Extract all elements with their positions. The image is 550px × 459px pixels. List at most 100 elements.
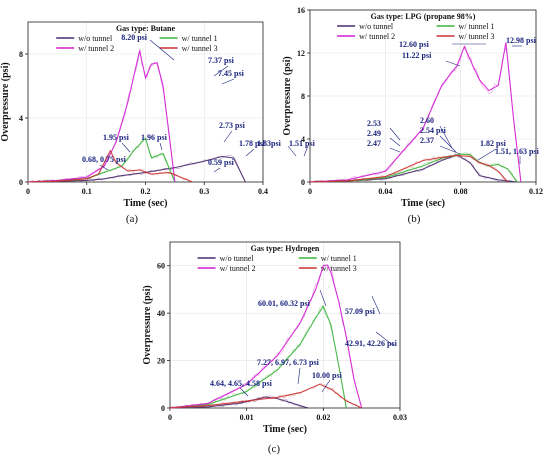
annotation-label: 2.37	[420, 136, 434, 145]
x-tick-label: 0	[26, 187, 30, 196]
annotation-arrow	[159, 142, 163, 151]
y-tick-label: 12	[297, 49, 305, 58]
x-tick-label: 0.4	[258, 187, 268, 196]
annotation-arrow	[439, 125, 453, 149]
x-tick-label: 0.2	[141, 187, 151, 196]
annotation-arrow	[371, 295, 381, 315]
legend-label: w/o tunnel	[78, 34, 113, 43]
series-noise-3	[27, 48, 176, 183]
annotation-arrow	[319, 289, 327, 307]
annotation-arrow	[389, 147, 401, 153]
legend-label: w/ tunnel 2	[220, 264, 256, 273]
x-tick-label: 0.3	[199, 187, 209, 196]
legend-label: w/ tunnel 2	[78, 44, 114, 53]
annotation-label: 57.09 psi	[345, 307, 376, 316]
legend-label: w/ tunnel 1	[182, 34, 218, 43]
annotation-label: 10.00 psi	[312, 371, 343, 380]
annotation-arrow	[477, 148, 497, 161]
y-tick-label: 40	[157, 309, 165, 318]
series-noise-3	[169, 264, 362, 409]
y-tick-label: 20	[157, 357, 165, 366]
annotation-label: 60.01, 60.32 psi	[258, 299, 311, 308]
panel-caption: (a)	[126, 213, 139, 225]
series-noise-4	[28, 150, 193, 183]
annotation-arrow	[213, 167, 221, 173]
annotation-label: 1.96 psi	[141, 133, 168, 142]
panel-caption: (c)	[268, 443, 281, 455]
legend-label: w/ tunnel 1	[459, 22, 495, 31]
y-tick-label: 0	[301, 178, 305, 187]
series-line-4	[169, 383, 362, 409]
legend-label: w/o tunnel	[359, 22, 394, 31]
annotation-label: 0.68, 0.75 psi	[82, 155, 127, 164]
chart-title: Gas type: Butane	[116, 24, 176, 33]
legend-label: w/ tunnel 3	[182, 44, 218, 53]
annotation-arrow	[303, 145, 309, 157]
x-tick-label: 0	[308, 187, 312, 196]
x-tick-label: 0.02	[316, 413, 330, 422]
annotation-label: 8.20 psi	[121, 33, 148, 42]
x-tick-label: 0.12	[529, 187, 543, 196]
annotation-label: 2.73 psi	[219, 121, 246, 130]
series-noise-3	[309, 46, 522, 183]
annotation-label: 42.91, 42.26 psi	[345, 339, 398, 348]
series-line-4	[309, 154, 509, 183]
x-axis-label: Time (sec)	[401, 198, 445, 209]
y-tick-label: 8	[301, 92, 305, 101]
annotation-label: 1.95 psi	[103, 133, 130, 142]
annotation-label: 12.98 psi	[506, 36, 537, 45]
annotation-label: 2.47	[367, 139, 381, 148]
annotation-label: 1.83psi	[257, 139, 282, 148]
y-tick-label: 4	[301, 135, 305, 144]
annotation-arrow	[445, 60, 461, 67]
annotation-arrow	[389, 127, 401, 141]
chart-title: Gas type: Hydrogen	[251, 244, 320, 253]
chart-panel-2: 0 0.04 0.08 0.12 0 4 8 12 16 Time (sec) Overpressu…	[282, 6, 543, 225]
annotation-label: 2.53	[367, 119, 381, 128]
annotation-label: 7.27, 6.97, 6.73 psi	[257, 358, 320, 367]
y-tick-label: 0	[19, 178, 23, 187]
annotation-label: 11.22 psi	[402, 51, 432, 60]
plot-frame	[169, 241, 401, 409]
x-axis-label: Time (sec)	[263, 424, 307, 435]
x-axis-label: Time (sec)	[124, 198, 168, 209]
x-tick-label: 0.01	[240, 413, 254, 422]
legend-label: w/ tunnel 2	[359, 32, 395, 41]
annotation-arrow	[287, 145, 297, 157]
x-tick-label: 0.03	[393, 413, 407, 422]
annotation-arrow	[99, 164, 109, 171]
annotation-arrow	[439, 135, 457, 153]
legend-label: w/ tunnel 3	[321, 264, 357, 273]
annotation-arrow	[223, 130, 233, 143]
y-axis-label: Overpressure (psi)	[0, 62, 11, 141]
annotation-label: 1.51, 1.63 psi	[495, 147, 540, 156]
annotation-arrow	[245, 148, 255, 157]
series-noise-4	[169, 383, 362, 409]
series-noise-4	[310, 153, 508, 183]
annotation-arrow	[297, 367, 301, 385]
annotation-arrow	[321, 379, 331, 393]
annotation-arrow	[439, 145, 461, 155]
x-tick-label: 0.1	[82, 187, 92, 196]
y-tick-label: 8	[19, 50, 23, 59]
legend-label: w/ tunnel 1	[321, 254, 357, 263]
legend-label: w/o tunnel	[220, 254, 255, 263]
annotation-label: 1.51 psi	[289, 139, 316, 148]
chart-panel-3: 0 0.01 0.02 0.03 0 20 40 60 Time (sec) Overpressu…	[142, 241, 407, 455]
annotation-arrow	[221, 78, 235, 85]
annotation-arrow	[239, 387, 249, 397]
annotation-label: 7.37 psi	[208, 56, 235, 65]
x-tick-label: 0.08	[454, 187, 468, 196]
series-noise-1	[309, 153, 518, 183]
x-tick-label: 0.04	[378, 187, 392, 196]
y-axis-label: Overpressure (psi)	[142, 285, 153, 364]
annotation-arrow	[121, 142, 131, 153]
annotation-label: 12.60 psi	[399, 40, 430, 49]
annotation-label: 4.64, 4.65, 4.58 psi	[210, 379, 273, 388]
annotation-arrow	[149, 39, 175, 61]
panel-caption: (b)	[408, 213, 421, 225]
annotation-label: 2.54 psi	[420, 126, 447, 135]
annotation-label: 1.82 psi	[480, 139, 507, 148]
annotation-label: 1.78 psi	[239, 139, 266, 148]
legend-label: w/ tunnel 3	[459, 32, 495, 41]
